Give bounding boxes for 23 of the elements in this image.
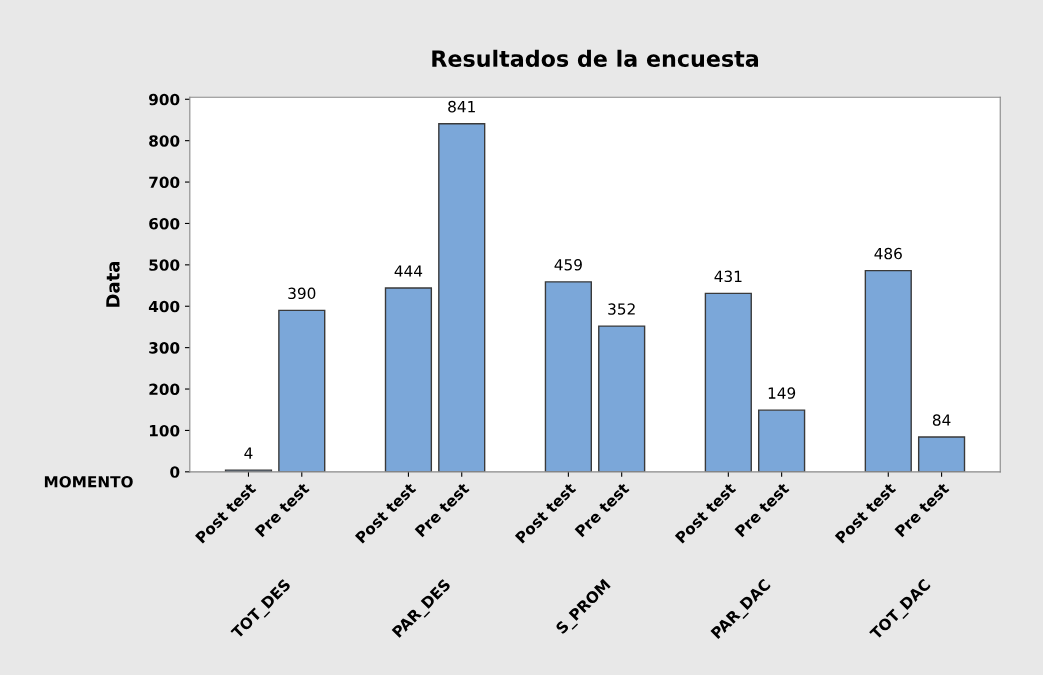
data-label: 431 [714, 270, 742, 283]
data-label: 390 [288, 287, 316, 300]
y-tick-label: 300 [149, 342, 180, 354]
data-label: 84 [932, 414, 951, 426]
y-tick-label: 0 [170, 466, 180, 478]
data-label: 444 [394, 265, 423, 277]
y-tick-label: 100 [149, 424, 180, 437]
data-label: 149 [768, 387, 796, 399]
data-label: 4 [244, 447, 253, 459]
data-label: 459 [554, 258, 582, 271]
y-tick-label: 400 [148, 300, 180, 313]
y-tick-label: 200 [149, 383, 180, 396]
y-tick-label: 500 [149, 259, 180, 271]
y-tick-label: 700 [149, 176, 180, 189]
y-axis-title: Data [106, 261, 120, 307]
data-label: 352 [608, 303, 635, 315]
y-tick-label: 800 [149, 135, 180, 147]
data-label: 486 [874, 247, 902, 260]
chart-title: Resultados de la encuesta [432, 49, 759, 67]
data-label: 841 [448, 100, 475, 113]
text: MOMENTO [44, 475, 133, 488]
y-tick-label: 600 [149, 217, 180, 230]
y-tick-label: 900 [149, 93, 180, 106]
